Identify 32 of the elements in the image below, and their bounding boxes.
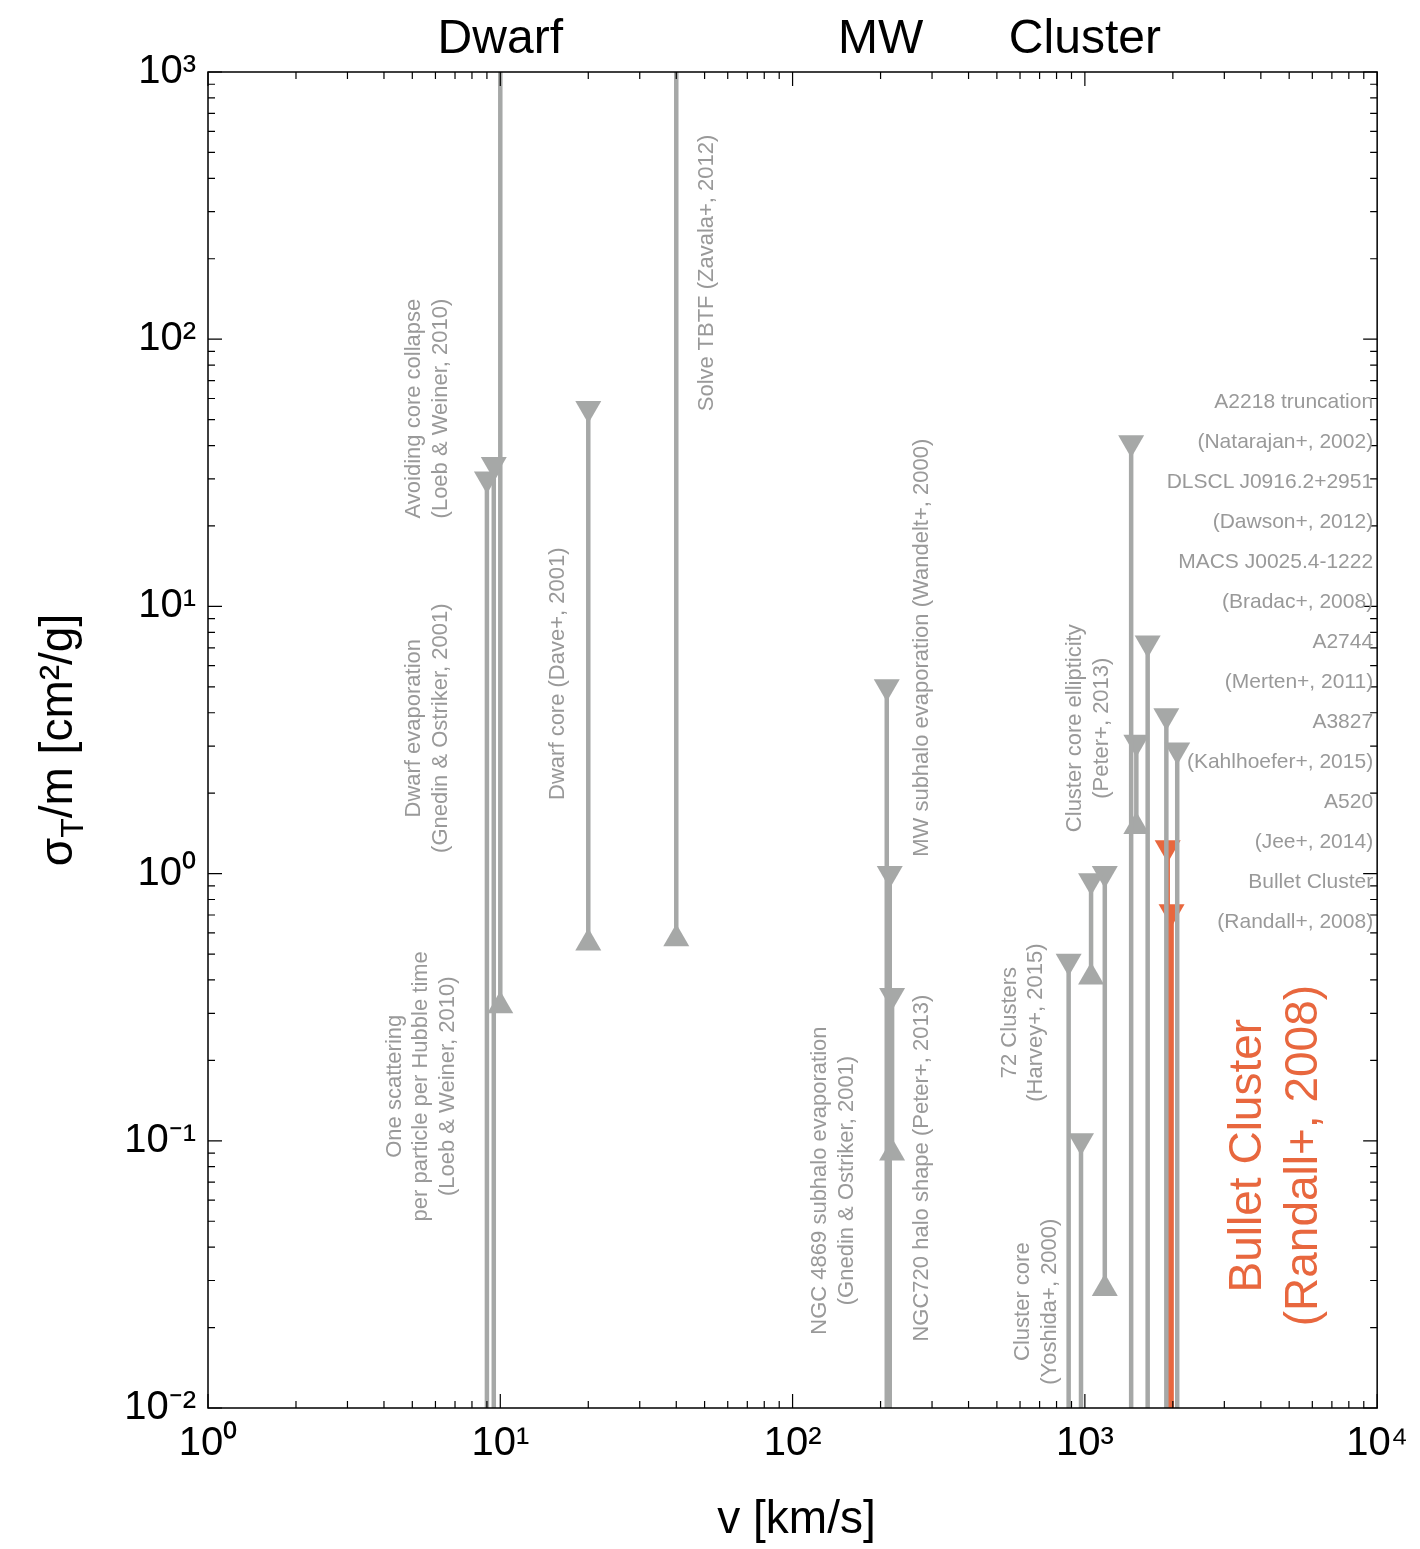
x-tick-label: 10² bbox=[763, 1419, 822, 1464]
annotation: NGC720 halo shape (Peter+, 2013) bbox=[907, 994, 933, 1342]
annotation: Bullet Cluster (Randall+, 2008) bbox=[1219, 984, 1328, 1327]
text: Dwarf bbox=[437, 10, 564, 64]
annotation: A520 (Jee+, 2014) bbox=[1254, 788, 1374, 852]
x-tick-label: 10⁴ bbox=[1346, 1419, 1408, 1464]
annotation: Solve TBTF (Zavala+, 2012) bbox=[693, 134, 719, 412]
annotation: Bullet Cluster (Randall+, 2008) bbox=[1217, 868, 1374, 932]
annotation: A2744 (Merten+, 2011) bbox=[1224, 628, 1374, 692]
y-tick-label: 10³ bbox=[138, 47, 196, 92]
annotation: A3827 (Kahlhoefer+, 2015) bbox=[1186, 708, 1374, 772]
text: Cluster bbox=[1008, 10, 1161, 64]
annotation: 72 Clusters (Harvey+, 2015) bbox=[995, 943, 1048, 1102]
annotation: A2218 truncation (Natarajan+, 2002) bbox=[1197, 388, 1374, 452]
annotation: Dwarf core (Dave+, 2001) bbox=[543, 547, 569, 800]
annotation: MACS J0025.4-1222 (Bradac+, 2008) bbox=[1178, 548, 1374, 612]
y-tick-label: 10² bbox=[138, 314, 196, 359]
x-axis-title: v [km/s] bbox=[716, 1490, 877, 1544]
annotation: Avoiding core collapse (Loeb & Weiner, 2010) bbox=[400, 298, 453, 519]
annotation: MW subhalo evaporation (Wandelt+, 2000) bbox=[907, 438, 933, 857]
annotation: One scattering per particle per Hubble time (Loeb & Weiner, 2010) bbox=[380, 951, 460, 1222]
annotation: NGC 4869 subhalo evaporation (Gnedin & Ostriker, 2001) bbox=[806, 1026, 858, 1335]
annotation: Dwarf evaporation (Gnedin & Ostriker, 2001) bbox=[400, 603, 453, 853]
x-tick-label: 10¹ bbox=[471, 1419, 530, 1464]
y-tick-label: 10¹ bbox=[138, 581, 196, 626]
y-tick-label: 10⁰ bbox=[137, 848, 196, 893]
y-tick-label: 10⁻¹ bbox=[124, 1115, 196, 1160]
x-tick-label: 10³ bbox=[1055, 1419, 1114, 1464]
text: MW bbox=[837, 10, 924, 64]
annotation: Cluster core (Yoshida+, 2000) bbox=[1009, 1218, 1062, 1385]
annotation: Cluster core ellipticity (Peter+, 2013) bbox=[1061, 624, 1114, 833]
annotation: DLSCL J0916.2+2951 (Dawson+, 2012) bbox=[1166, 468, 1374, 532]
